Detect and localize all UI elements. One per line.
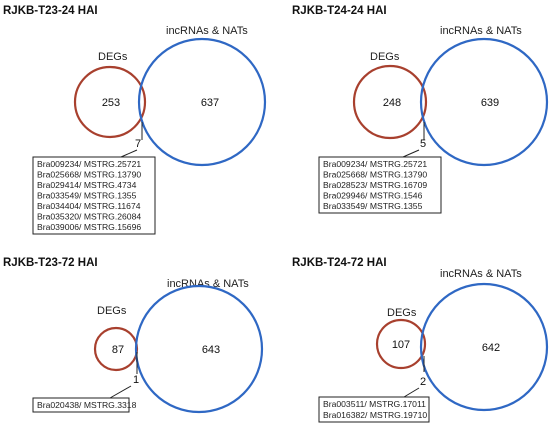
gene-pair: Bra009234/ MSTRG.25721 <box>37 159 141 169</box>
lncrna-only-count: 643 <box>202 344 220 356</box>
gene-list-box <box>318 156 442 214</box>
degs-circle <box>352 64 428 140</box>
overlap-count: 7 <box>135 138 141 150</box>
degs-only-count: 87 <box>112 344 124 356</box>
gene-pair: Bra034404/ MSTRG.11674 <box>37 201 141 211</box>
lncrna-nat-label: incRNAs & NATs <box>166 25 248 37</box>
lncrna-nat-label: incRNAs & NATs <box>440 25 522 37</box>
lncrna-only-count: 637 <box>201 97 219 109</box>
gene-list-box <box>318 396 430 423</box>
gene-box-connector <box>120 149 138 158</box>
gene-pair: Bra035320/ MSTRG.26084 <box>37 212 141 222</box>
gene-box-connector <box>402 149 420 158</box>
overlap-count: 1 <box>133 374 139 386</box>
overlap-count: 2 <box>420 376 426 388</box>
venn-panel-t24-72: RJKB-T24-72 HAI DEGs incRNAs & NATs 107 … <box>292 257 549 423</box>
degs-label: DEGs <box>97 305 127 317</box>
panel-title: RJKB-T24-72 HAI <box>292 257 387 269</box>
panel-title: RJKB-T23-24 HAI <box>3 5 98 17</box>
gene-pair: Bra029946/ MSTRG.1546 <box>323 191 423 201</box>
gene-box-connector <box>109 385 132 399</box>
gene-pair: Bra003511/ MSTRG.17011 <box>323 399 426 409</box>
gene-pair: Bra039006/ MSTRG.15696 <box>37 222 141 232</box>
lncrna-nat-label: incRNAs & NATs <box>440 268 522 280</box>
gene-pair: Bra025668/ MSTRG.13790 <box>323 170 427 180</box>
venn-panel-t23-24: RJKB-T23-24 HAI DEGs incRNAs & NATs 253 … <box>3 5 267 235</box>
degs-label: DEGs <box>387 307 417 319</box>
panel-title: RJKB-T23-72 HAI <box>3 257 98 269</box>
gene-pair: Bra028523/ MSTRG.16709 <box>323 180 427 190</box>
degs-label: DEGs <box>370 51 400 63</box>
degs-circle <box>375 318 427 370</box>
degs-only-count: 253 <box>102 97 120 109</box>
panel-title: RJKB-T24-24 HAI <box>292 5 387 17</box>
gene-pair: Bra020438/ MSTRG.3318 <box>37 400 137 410</box>
degs-only-count: 248 <box>383 97 401 109</box>
lncrna-nat-circle <box>419 282 549 412</box>
gene-pair: Bra029414/ MSTRG.4734 <box>37 180 137 190</box>
lncrna-only-count: 639 <box>481 97 499 109</box>
venn-panel-t24-24: RJKB-T24-24 HAI DEGs incRNAs & NATs 248 … <box>292 5 549 214</box>
gene-pair: Bra016382/ MSTRG.19710 <box>323 410 427 420</box>
gene-pair: Bra033549/ MSTRG.1355 <box>37 191 137 201</box>
venn-panel-t23-72: RJKB-T23-72 HAI DEGs incRNAs & NATs 87 6… <box>3 257 264 414</box>
degs-circle <box>73 65 147 139</box>
gene-pair: Bra033549/ MSTRG.1355 <box>323 201 423 211</box>
gene-box-connector <box>403 387 420 398</box>
lncrna-nat-circle <box>419 37 549 167</box>
lncrna-nat-circle <box>137 37 267 167</box>
gene-list-box <box>32 156 156 235</box>
overlap-count: 5 <box>420 138 426 150</box>
gene-list-box <box>32 397 130 413</box>
lncrna-only-count: 642 <box>482 342 500 354</box>
degs-only-count: 107 <box>392 339 410 351</box>
degs-label: DEGs <box>98 51 128 63</box>
gene-pair: Bra025668/ MSTRG.13790 <box>37 170 141 180</box>
gene-pair: Bra009234/ MSTRG.25721 <box>323 159 427 169</box>
lncrna-nat-circle <box>134 284 264 414</box>
